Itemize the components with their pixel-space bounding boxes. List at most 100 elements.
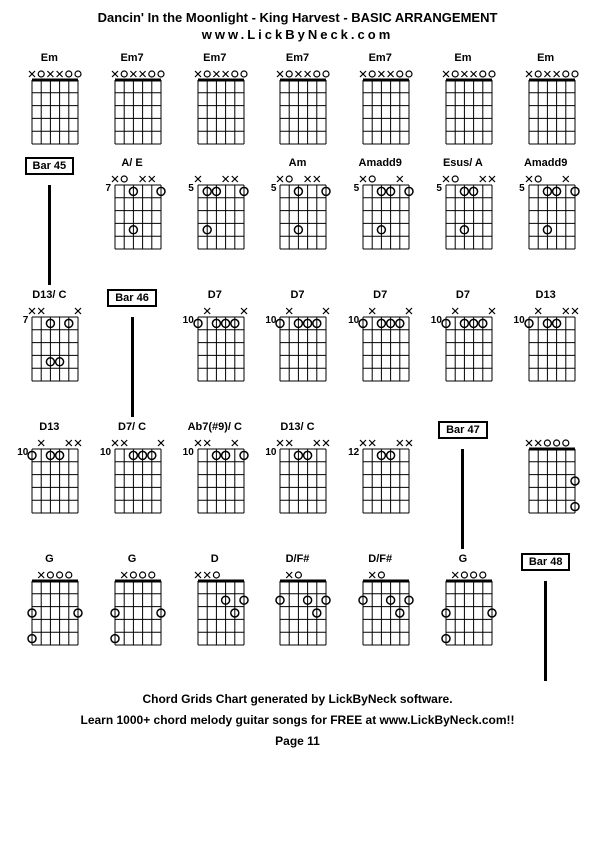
chord-label: D13/ C xyxy=(32,289,66,303)
chord-cell: D13/ C 7 xyxy=(10,289,89,417)
chord-diagram: 10 xyxy=(264,305,330,390)
chord-cell: Em7 xyxy=(175,52,254,153)
chord-cell: 12 xyxy=(341,421,420,549)
chord-diagram xyxy=(264,569,330,654)
bar-marker: Bar 45 xyxy=(10,157,89,285)
fret-number: 10 xyxy=(182,315,194,326)
bar-line xyxy=(131,317,134,417)
fret-number: 10 xyxy=(182,447,194,458)
chord-diagram: 10 xyxy=(430,305,496,390)
chord-diagram: 5 xyxy=(264,173,330,258)
chord-label: G xyxy=(459,553,468,567)
chord-diagram xyxy=(16,68,82,153)
chord-label: D13 xyxy=(536,289,556,303)
fret-number: 5 xyxy=(182,183,194,194)
website-url: www.LickByNeck.com xyxy=(10,27,585,42)
chord-diagram: 10 xyxy=(182,437,248,522)
chord-diagram: 10 xyxy=(99,437,165,522)
fret-number: 10 xyxy=(430,315,442,326)
chord-cell: Em7 xyxy=(258,52,337,153)
bar-label: Bar 47 xyxy=(438,421,488,439)
chord-label: D/F# xyxy=(368,553,392,567)
chord-diagram: 12 xyxy=(347,437,413,522)
chord-label: Em xyxy=(41,52,58,66)
chord-diagram: 10 xyxy=(16,437,82,522)
chord-cell: D7 10 xyxy=(258,289,337,417)
chord-diagram xyxy=(430,68,496,153)
chord-label: Em7 xyxy=(120,52,143,66)
chord-cell: D/F# xyxy=(258,553,337,681)
page-number: Page 11 xyxy=(10,733,585,750)
fret-number: 7 xyxy=(16,315,28,326)
chord-cell: Em xyxy=(10,52,89,153)
chord-diagram: 7 xyxy=(99,173,165,258)
chord-cell: Em xyxy=(424,52,503,153)
chord-cell xyxy=(506,421,585,549)
chord-cell: D13 10 xyxy=(10,421,89,549)
chord-diagram: 10 xyxy=(513,305,579,390)
page-title: Dancin' In the Moonlight - King Harvest … xyxy=(10,10,585,25)
chord-label: D7 xyxy=(373,289,387,303)
chord-label: D7 xyxy=(290,289,304,303)
chord-label: D7 xyxy=(208,289,222,303)
chord-label: G xyxy=(45,553,54,567)
footer-line-1: Chord Grids Chart generated by LickByNec… xyxy=(10,691,585,708)
chord-cell: Em7 xyxy=(93,52,172,153)
chord-label: Em7 xyxy=(203,52,226,66)
chord-cell: Ab7(#9)/ C 10 xyxy=(175,421,254,549)
bar-label: Bar 48 xyxy=(521,553,571,571)
fret-number: 12 xyxy=(347,447,359,458)
chord-diagram: 10 xyxy=(347,305,413,390)
chord-label: Amadd9 xyxy=(524,157,567,171)
chord-label: D13 xyxy=(39,421,59,435)
fret-number: 10 xyxy=(264,315,276,326)
chord-label: Amadd9 xyxy=(359,157,402,171)
bar-line xyxy=(461,449,464,549)
chord-label: Em xyxy=(454,52,471,66)
chord-diagram xyxy=(430,569,496,654)
fret-number: 10 xyxy=(513,315,525,326)
fret-number: 10 xyxy=(347,315,359,326)
chord-grid: EmEm7Em7Em7Em7EmEmBar 45A/ E7 5Am5Amadd9… xyxy=(10,52,585,681)
chord-label: A/ E xyxy=(121,157,142,171)
chord-diagram: 5 xyxy=(347,173,413,258)
chord-cell: D710 xyxy=(424,289,503,417)
chord-label: Ab7(#9)/ C xyxy=(188,421,242,435)
chord-cell: Em xyxy=(506,52,585,153)
chord-cell: G xyxy=(93,553,172,681)
fret-number: 5 xyxy=(264,183,276,194)
chord-label: Em xyxy=(537,52,554,66)
chord-label xyxy=(544,421,547,435)
bar-marker: Bar 47 xyxy=(424,421,503,549)
fret-number: 5 xyxy=(513,183,525,194)
chord-cell: D13 10 xyxy=(506,289,585,417)
chord-cell: Am5 xyxy=(258,157,337,285)
chord-cell: D7 10 xyxy=(175,289,254,417)
chord-diagram: 5 xyxy=(182,173,248,258)
fret-number: 5 xyxy=(347,183,359,194)
footer-line-2: Learn 1000+ chord melody guitar songs fo… xyxy=(10,712,585,729)
chord-cell: 5 xyxy=(175,157,254,285)
chord-diagram xyxy=(513,68,579,153)
chord-diagram xyxy=(347,569,413,654)
chord-diagram xyxy=(182,569,248,654)
chord-diagram: 10 xyxy=(182,305,248,390)
bar-line xyxy=(544,581,547,681)
chord-diagram: 5 xyxy=(513,173,579,258)
bar-label: Bar 45 xyxy=(25,157,75,175)
chord-label: Em7 xyxy=(369,52,392,66)
chord-label: D/F# xyxy=(286,553,310,567)
chord-cell: A/ E 7 xyxy=(93,157,172,285)
chord-cell: D7/ C10 xyxy=(93,421,172,549)
fret-number: 10 xyxy=(16,447,28,458)
chord-diagram xyxy=(16,569,82,654)
bar-marker: Bar 46 xyxy=(93,289,172,417)
chord-label: D13/ C xyxy=(280,421,314,435)
chord-cell: D xyxy=(175,553,254,681)
chord-diagram xyxy=(99,68,165,153)
chord-diagram xyxy=(347,68,413,153)
chord-cell: Em7 xyxy=(341,52,420,153)
chord-diagram xyxy=(182,68,248,153)
chord-label: Em7 xyxy=(286,52,309,66)
chord-label xyxy=(213,157,216,171)
